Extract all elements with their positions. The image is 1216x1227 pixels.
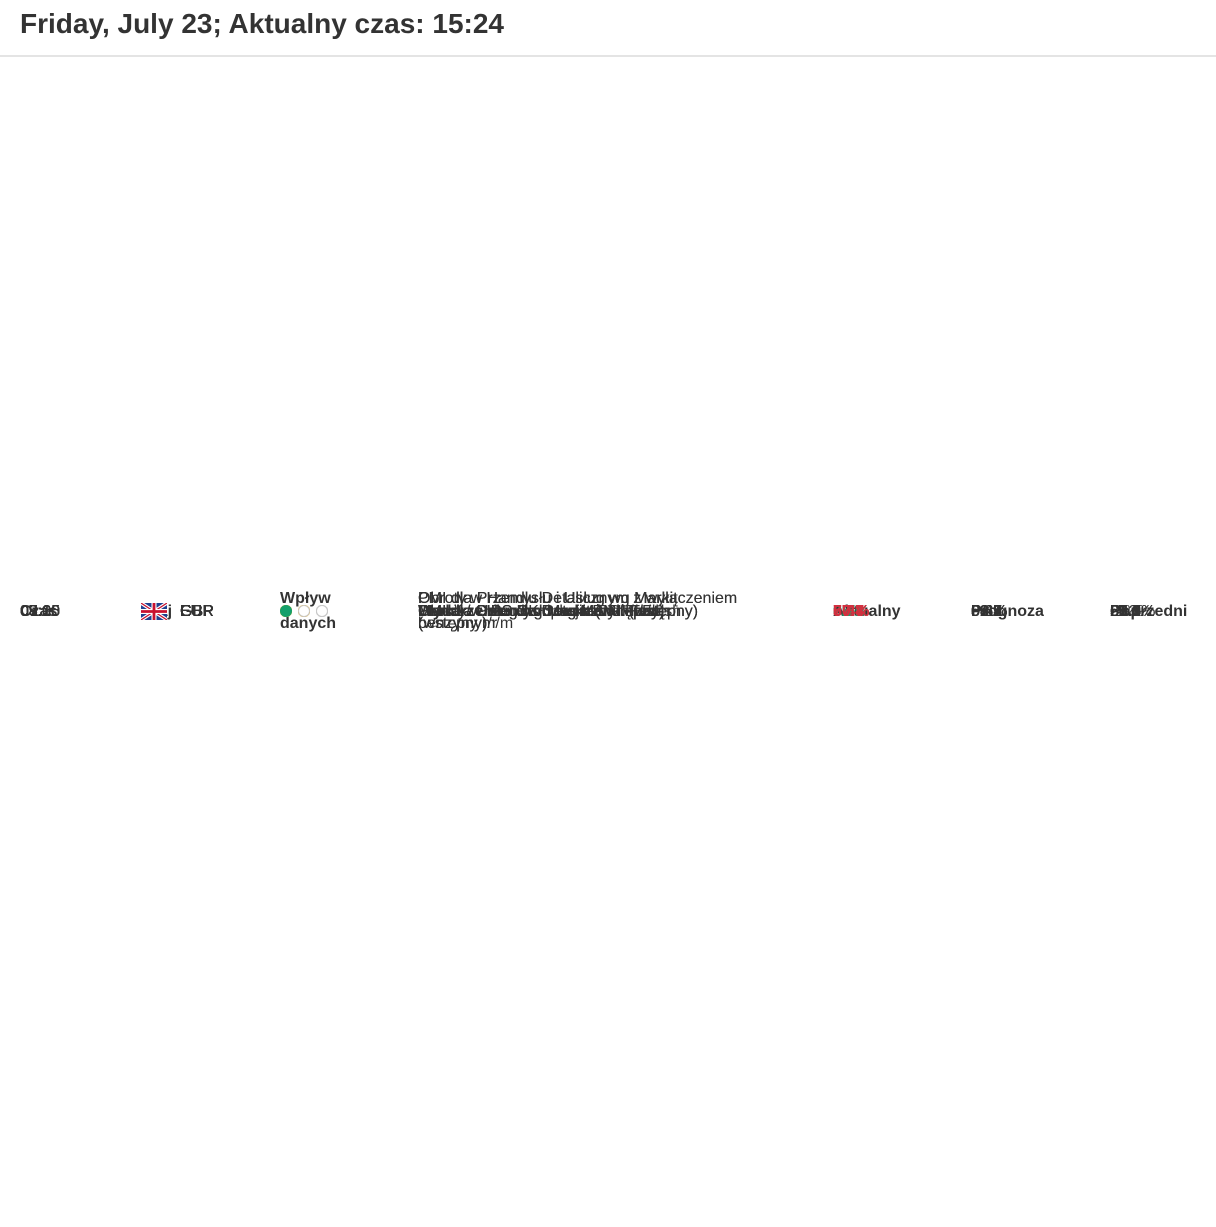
impact-indicator (280, 0, 400, 1222)
previous-value: 62.2 (1110, 0, 1216, 1222)
impact-dot (298, 605, 310, 617)
calendar-table: CzasKrajWpływ danychWydarzenieAktualnyPr… (0, 57, 1216, 1227)
event-name: Markit / CIPS Composite PMI Flash (418, 0, 818, 1222)
actual-value: 57.7 (833, 0, 963, 1222)
event-time: 09:30 (20, 0, 120, 1222)
impact-dot (316, 605, 328, 617)
currency: GBP (180, 599, 214, 624)
flag-cell: GBP (141, 0, 271, 1222)
impact-dot (280, 605, 292, 617)
flag-icon (141, 603, 167, 620)
forecast-value: 61.7 (971, 0, 1101, 1222)
